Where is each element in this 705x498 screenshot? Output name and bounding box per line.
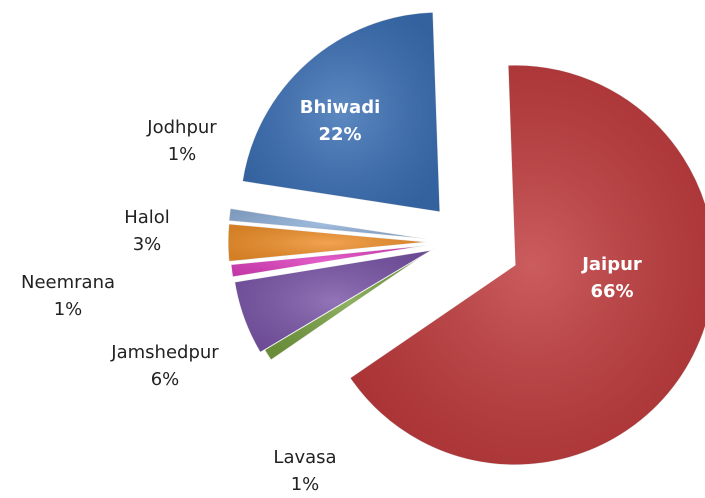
slice-label: Jaipur — [580, 254, 642, 275]
slice-label: Halol — [124, 207, 170, 228]
slice-label: Lavasa — [273, 447, 336, 468]
slice-value-label: 1% — [54, 299, 83, 320]
slice-value-label: 22% — [318, 124, 361, 145]
slice-label: Bhiwadi — [300, 97, 381, 118]
slice-value-label: 1% — [168, 144, 197, 165]
slice-value-label: 3% — [133, 234, 162, 255]
slice-value-label: 6% — [151, 369, 180, 390]
slice-label: Jamshedpur — [110, 342, 219, 363]
slice-label: Jodhpur — [146, 117, 217, 138]
slice-value-label: 1% — [291, 474, 320, 494]
slice-label: Neemrana — [21, 272, 115, 293]
slice-value-label: 66% — [590, 281, 633, 302]
